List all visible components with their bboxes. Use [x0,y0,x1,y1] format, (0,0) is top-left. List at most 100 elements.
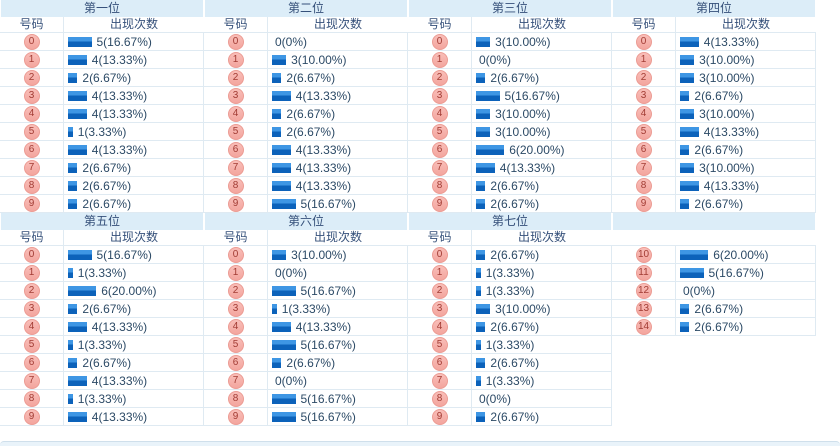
count-header: 出现次数 [721,17,770,31]
number-badge: 2 [23,282,40,299]
number-cell: 1 [408,264,472,281]
frequency-bar [680,108,695,119]
frequency-label: 6(20.00%) [101,283,157,298]
number-badge: 6 [227,354,244,371]
frequency-bar [272,108,282,119]
frequency-bar [272,303,277,314]
count-cell: 0(0%) [472,51,611,68]
table-row: 9 2(6.67%) [612,195,816,213]
count-header: 出现次数 [517,230,566,244]
frequency-bar [476,90,500,101]
table-row: 5 1(3.33%) [408,336,612,354]
number-badge: 0 [431,33,448,50]
number-cell: 2 [204,282,268,299]
frequency-label: 1(3.33%) [77,124,127,139]
number-badge: 0 [431,246,448,263]
number-cell: 1 [0,51,64,68]
table-row: 3 4(13.33%) [204,87,408,105]
table-row: 1 4(13.33%) [0,51,204,69]
number-badge: 6 [23,141,40,158]
frequency-label: 4(13.33%) [703,124,760,139]
frequency-label: 2(6.67%) [490,319,540,334]
table-row: 5 2(6.67%) [204,123,408,141]
number-cell: 8 [204,177,268,194]
frequency-bar [680,126,699,137]
count-cell: 1(3.33%) [472,264,611,281]
rows-container: 0 5(16.67%) 1 4(13.33%) 2 2(6.67%) 3 4(13.33%) 4… [0,33,204,213]
number-cell: 1 [204,264,268,281]
number-cell: 4 [0,105,64,122]
number-badge: 7 [227,159,244,176]
count-header: 出现次数 [109,230,158,244]
frequency-bar [272,162,291,173]
frequency-label: 2(6.67%) [286,70,336,85]
table-row: 1 1(3.33%) [408,264,612,282]
table-row: 12 0(0%) [612,282,816,300]
number-cell: 0 [204,246,268,263]
frequency-bar [476,339,481,350]
table-row: 9 2(6.67%) [408,195,612,213]
frequency-bar [476,267,481,278]
frequency-label: 0(0%) [275,373,308,388]
number-badge: 9 [227,408,244,425]
count-cell: 6(20.00%) [472,141,611,158]
count-cell: 4(13.33%) [64,372,203,389]
frequency-bar [680,54,695,65]
frequency-label: 4(13.33%) [91,319,148,334]
frequency-label: 1(3.33%) [77,391,127,406]
number-cell: 6 [204,141,268,158]
number-badge: 14 [635,318,652,335]
count-header: 出现次数 [109,17,158,31]
number-cell: 9 [0,408,64,425]
count-cell: 0(0%) [472,390,611,407]
frequency-bar [68,375,87,386]
number-cell: 5 [408,123,472,140]
rows-container: 10 6(20.00%) 11 5(16.67%) 12 0(0%) 13 2(6.67%) 1… [612,246,816,336]
count-cell: 4(13.33%) [64,87,203,104]
number-cell: 6 [0,141,64,158]
table-row: 5 3(10.00%) [408,123,612,141]
number-cell: 9 [204,195,268,212]
frequency-label: 4(13.33%) [499,160,556,175]
frequency-label: 5(16.67%) [300,196,356,211]
frequency-label: 4(13.33%) [91,373,148,388]
number-cell: 6 [612,141,676,158]
frequency-bar [68,54,87,65]
number-cell: 8 [0,177,64,194]
table-row: 8 5(16.67%) [204,390,408,408]
number-cell: 1 [204,51,268,68]
number-badge: 0 [227,246,244,263]
number-badge: 2 [431,282,448,299]
number-badge: 1 [635,51,652,68]
frequency-bar [272,126,282,137]
count-cell: 3(10.00%) [472,123,611,140]
table-row: 0 5(16.67%) [0,246,204,264]
table-row: 4 2(6.67%) [408,318,612,336]
table-row: 9 5(16.67%) [204,408,408,426]
frequency-bar [476,162,495,173]
table-row: 4 3(10.00%) [408,105,612,123]
number-cell: 13 [612,300,676,317]
frequency-label: 2(6.67%) [694,196,744,211]
number-cell: 11 [612,264,676,281]
number-badge: 1 [23,51,40,68]
count-cell: 5(16.67%) [268,408,407,425]
count-cell: 3(10.00%) [676,51,815,68]
frequency-label: 1(3.33%) [77,265,127,280]
number-cell: 4 [204,105,268,122]
number-badge: 1 [431,264,448,281]
column-title: 第六位 [205,213,407,230]
frequency-label: 2(6.67%) [694,142,744,157]
frequency-label: 5(16.67%) [300,283,356,298]
number-cell: 0 [0,33,64,50]
frequency-bar [272,321,291,332]
frequency-label: 2(6.67%) [490,355,540,370]
number-cell: 8 [408,177,472,194]
table-row: 0 2(6.67%) [408,246,612,264]
frequency-label: 3(10.00%) [699,70,755,85]
frequency-label: 2(6.67%) [82,301,132,316]
frequency-label: 3(10.00%) [495,106,551,121]
column-subheader: 号码 出现次数 [408,17,612,33]
frequency-label: 2(6.67%) [694,88,744,103]
number-badge: 5 [23,336,40,353]
